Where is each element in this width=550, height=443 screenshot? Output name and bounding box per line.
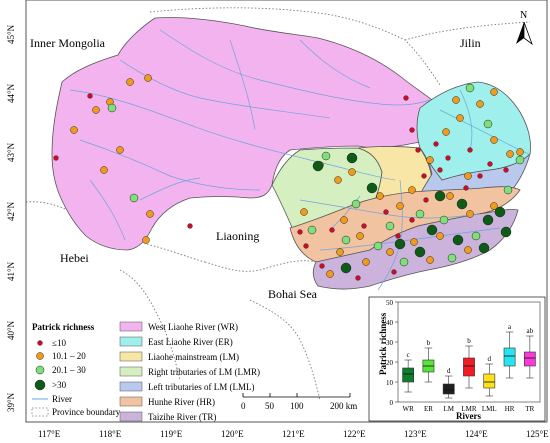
sampling-points <box>53 74 525 281</box>
legend-river: River <box>52 394 72 404</box>
boxplot-xlabel: Rivers <box>456 411 481 421</box>
y-tick-label: 50 <box>386 299 394 307</box>
latitude-axis: 45°N 44°N 43°N 42°N 41°N 40°N 39°N <box>6 24 16 412</box>
box-wr: c WR <box>402 351 415 413</box>
svg-text:124°E: 124°E <box>465 429 488 439</box>
legend-points: Patrick richness ≤10 10.1 – 20 20.1 – 30… <box>31 322 121 417</box>
box-significance-letter: c <box>407 351 410 359</box>
legend-river-hr: Hunhe River (HR) <box>148 397 215 407</box>
y-tick-label: 30 <box>386 339 394 347</box>
box-category-label: TR <box>525 405 534 413</box>
label-liaoning: Liaoning <box>216 229 259 243</box>
svg-text:N: N <box>520 10 527 21</box>
box-rect <box>503 347 516 367</box>
box-significance-letter: b <box>467 337 471 345</box>
points-20-30 <box>107 83 525 267</box>
longitude-axis: 117°E 118°E 119°E 120°E 121°E 122°E 123°… <box>38 429 549 439</box>
legend-item-2: 10.1 – 20 <box>52 351 86 361</box>
legend-river-lm: Liaohe mainstream (LM) <box>148 352 239 362</box>
svg-text:42°N: 42°N <box>6 201 16 221</box>
svg-text:43°N: 43°N <box>6 142 16 162</box>
svg-text:118°E: 118°E <box>99 429 122 439</box>
box-significance-letter: d <box>447 367 451 375</box>
box-rect <box>523 351 536 367</box>
svg-text:119°E: 119°E <box>160 429 183 439</box>
box-rect <box>483 373 496 389</box>
box-significance-letter: d <box>488 355 492 363</box>
label-inner-mongolia: Inner Mongolia <box>30 36 106 50</box>
legend-river-er: East Liaohe River (ER) <box>148 337 233 347</box>
legend-province-boundary: Province boundary <box>52 407 121 417</box>
box-category-label: LMR <box>461 405 477 413</box>
svg-text:41°N: 41°N <box>6 261 16 281</box>
label-jilin: Jilin <box>460 36 481 50</box>
svg-text:50: 50 <box>265 401 275 411</box>
box-category-label: WR <box>403 405 415 413</box>
boxplot-inset: Patrick richness Rivers 0 10 20 30 40 50 c WR b… <box>368 296 546 422</box>
box-er: b ER <box>422 339 435 413</box>
y-tick-label: 40 <box>386 319 394 327</box>
svg-text:121°E: 121°E <box>282 429 305 439</box>
svg-text:122°E: 122°E <box>343 429 366 439</box>
legend-rivers: West Liaohe River (WR) East Liaohe River… <box>119 321 260 422</box>
legend-river-lmr: Right tributaries of LM (LMR) <box>148 367 260 377</box>
north-arrow-icon: N <box>516 10 533 46</box>
box-category-label: LML <box>482 405 497 413</box>
legend-title: Patrick richness <box>32 322 95 332</box>
svg-text:44°N: 44°N <box>6 83 16 103</box>
svg-text:120°E: 120°E <box>221 429 244 439</box>
label-hebei: Hebei <box>60 251 89 265</box>
box-hr: a HR <box>503 323 516 413</box>
y-tick-label: 0 <box>390 399 394 407</box>
legend-river-wr: West Liaohe River (WR) <box>148 322 238 332</box>
svg-text:117°E: 117°E <box>38 429 61 439</box>
y-tick-label: 20 <box>386 359 394 367</box>
box-rect <box>463 357 475 377</box>
svg-text:123°E: 123°E <box>404 429 427 439</box>
svg-text:100: 100 <box>290 401 304 411</box>
svg-text:39°N: 39°N <box>6 392 16 412</box>
points-over-30 <box>312 152 512 274</box>
y-tick-label: 10 <box>386 379 394 387</box>
svg-text:0: 0 <box>241 401 246 411</box>
box-significance-letter: b <box>427 339 431 347</box>
legend-item-4: >30 <box>52 380 67 390</box>
box-rect <box>402 367 415 383</box>
svg-text:125°E: 125°E <box>526 429 549 439</box>
box-lm: d LM <box>442 367 455 413</box>
box-category-label: ER <box>424 405 433 413</box>
svg-text:200 km: 200 km <box>330 401 357 411</box>
boxplot-boxes: c WR b ER d LM b LMR d LML a HR ab TR <box>402 323 536 413</box>
box-lml: d LML <box>482 355 497 413</box>
box-significance-letter: a <box>508 323 512 331</box>
svg-text:40°N: 40°N <box>6 320 16 340</box>
box-rect <box>442 383 455 395</box>
legend-item-3: 20.1 – 30 <box>52 365 86 375</box>
points-under-10 <box>53 93 509 281</box>
box-lmr: b LMR <box>461 337 477 413</box>
boxplot-y-axis: 0 10 20 30 40 50 <box>386 299 398 407</box>
label-bohai-sea: Bohai Sea <box>268 287 318 301</box>
points-10-20 <box>70 74 524 278</box>
box-significance-letter: ab <box>527 327 534 335</box>
svg-text:45°N: 45°N <box>6 24 16 44</box>
legend-river-tr: Taizihe River (TR) <box>148 412 216 422</box>
legend-item-1: ≤10 <box>52 338 66 348</box>
scale-bar: 0 50 100 200 km <box>241 393 357 411</box>
boxplot-ylabel: Patrick richness <box>378 312 388 375</box>
box-category-label: HR <box>505 405 515 413</box>
box-tr: ab TR <box>523 327 536 413</box>
box-category-label: LM <box>443 405 454 413</box>
legend-river-lml: Left tributaries of LM (LML) <box>148 382 254 392</box>
